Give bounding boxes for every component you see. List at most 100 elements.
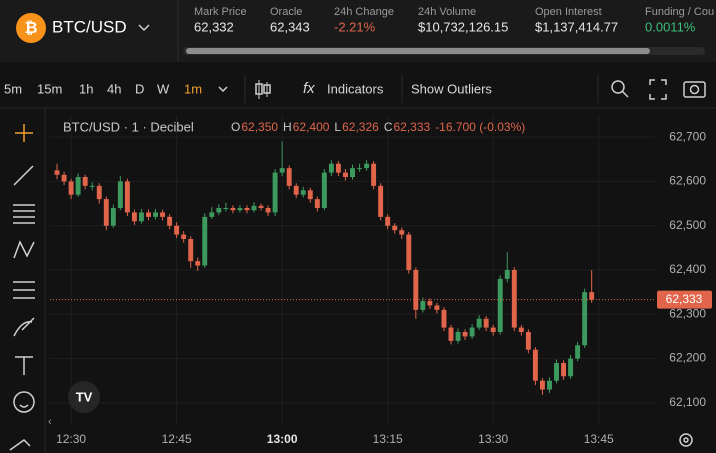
candle-body — [146, 212, 151, 217]
stat-value: 62,332 — [194, 19, 234, 34]
candle-body — [230, 208, 236, 211]
candle-body — [511, 270, 517, 328]
y-tick-label: 62,100 — [669, 395, 706, 409]
tv-logo: TV — [68, 381, 100, 413]
candle-body — [392, 225, 398, 231]
candle-body — [532, 349, 538, 381]
zoom-icon[interactable] — [611, 80, 629, 98]
candle-body — [476, 318, 482, 328]
stat-value: $10,732,126.15 — [418, 19, 508, 34]
candle-body — [343, 172, 348, 177]
fullscreen-icon[interactable] — [649, 79, 667, 100]
candle-body — [335, 163, 341, 173]
btc-glyph: ₿ — [24, 19, 37, 37]
candle-body — [110, 208, 116, 226]
candle-body — [575, 345, 581, 359]
candle-body — [357, 168, 362, 170]
stat-label: Oracle — [270, 6, 302, 18]
fx-icon[interactable]: fx — [303, 80, 315, 97]
candle-body — [490, 327, 496, 332]
candle-body — [589, 292, 595, 300]
interval[interactable]: 1m — [184, 81, 202, 96]
interval[interactable]: 5m — [4, 81, 22, 96]
candle-body — [399, 230, 405, 235]
outliers-button[interactable]: Show Outliers — [411, 81, 492, 96]
legend-key: H — [283, 120, 292, 134]
candle-body — [103, 199, 109, 226]
candle-body — [216, 208, 222, 213]
x-tick-label: 13:15 — [373, 432, 403, 446]
candle-body — [96, 185, 102, 200]
pair-selector[interactable]: BTC/USD — [52, 17, 127, 36]
drawing-tools[interactable] — [9, 124, 35, 451]
candle-body — [378, 185, 384, 217]
candle-body — [160, 212, 166, 217]
candle-body — [265, 208, 271, 213]
y-tick-label: 62,400 — [669, 262, 706, 276]
legend-value: 62,326 — [342, 120, 379, 134]
x-tick-label: 13:45 — [584, 432, 614, 446]
x-tick-label: 12:30 — [56, 432, 86, 446]
candle-body — [54, 170, 60, 175]
candle-icon[interactable] — [255, 80, 271, 99]
interval[interactable]: 4h — [107, 81, 121, 96]
candle-body — [300, 190, 306, 195]
candle-body — [188, 239, 194, 262]
interval[interactable]: 15m — [37, 81, 62, 96]
candle-body — [244, 208, 250, 211]
candle-body — [174, 225, 180, 235]
btc-icon — [16, 13, 46, 43]
collapse[interactable]: ‹ — [48, 416, 52, 428]
candle-body — [385, 216, 391, 226]
candle-body — [61, 174, 67, 182]
candle-body — [251, 205, 257, 211]
candle-body — [427, 301, 433, 306]
candle-body — [568, 358, 574, 377]
settings-icon[interactable] — [679, 433, 693, 447]
candle-body — [483, 318, 489, 328]
scroll-thumb[interactable] — [186, 48, 650, 54]
candle-body — [195, 261, 201, 266]
candle-body — [364, 163, 370, 169]
candle-body — [209, 212, 215, 217]
candle-body — [82, 177, 88, 186]
stat-label: 24h Change — [334, 6, 394, 18]
candle-body — [434, 305, 440, 310]
stat-value: $1,137,414.77 — [535, 19, 618, 34]
candle-body — [504, 270, 510, 279]
candle-body — [272, 172, 278, 213]
candle-body — [181, 234, 187, 239]
candle-body — [321, 172, 327, 208]
interval[interactable]: 1h — [79, 81, 93, 96]
candle-body — [350, 168, 355, 177]
camera-icon[interactable] — [683, 81, 706, 98]
candle-body — [525, 332, 531, 350]
candle-body — [237, 208, 243, 211]
stat-value: 0.0011% — [645, 19, 696, 34]
candle-body — [420, 301, 426, 310]
candle-body — [582, 292, 588, 346]
candle-body — [138, 212, 144, 222]
interval[interactable]: W — [157, 81, 170, 96]
y-tick-label: 62,500 — [669, 218, 706, 232]
y-tick-label: 62,600 — [669, 174, 706, 188]
candle-body — [258, 205, 264, 208]
indicators-button[interactable]: Indicators — [327, 81, 384, 96]
y-tick-label: 62,200 — [669, 351, 706, 365]
stat-label: 24h Volume — [418, 6, 476, 18]
chevron[interactable] — [138, 24, 150, 32]
x-tick-label: 13:30 — [478, 432, 508, 446]
stat-value: -2.21% — [334, 19, 376, 34]
candle-body — [68, 181, 74, 195]
legend-change: -16.700 (-0.03%) — [435, 120, 525, 134]
interval-chevron[interactable] — [218, 86, 228, 93]
legend-key: O — [231, 120, 240, 134]
candle-body — [406, 234, 412, 270]
candle-body — [307, 190, 313, 200]
candle-body — [202, 216, 208, 266]
interval[interactable]: D — [135, 81, 144, 96]
legend-title: BTC/USD · 1 · Decibel — [63, 119, 194, 134]
legend-key: C — [384, 120, 393, 134]
